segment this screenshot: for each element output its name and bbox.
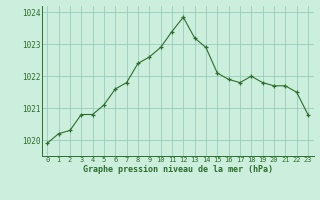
X-axis label: Graphe pression niveau de la mer (hPa): Graphe pression niveau de la mer (hPa) xyxy=(83,165,273,174)
